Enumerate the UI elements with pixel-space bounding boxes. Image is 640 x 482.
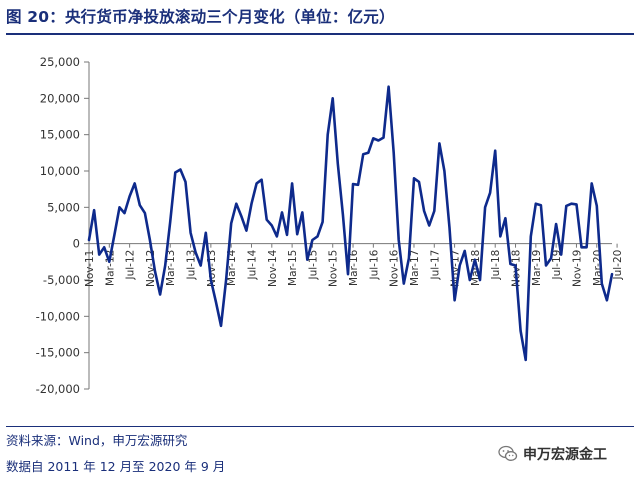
x-tick-label: Mar-19 bbox=[531, 250, 543, 286]
source-note: 资料来源：Wind，申万宏源研究 bbox=[6, 433, 188, 448]
x-axis: Nov-11 Mar-12 Jul-12 Nov-12 Mar-13 Jul-13 Nov-… bbox=[84, 243, 624, 287]
x-tick-label: Mar-15 bbox=[287, 250, 299, 286]
x-tick-label: Jul-12 bbox=[125, 250, 137, 281]
series-line bbox=[87, 85, 614, 362]
y-axis: -20,000 -15,000 -10,000 -5,000 0 5,000 10,000 1… bbox=[36, 55, 90, 396]
watermark-text: 申万宏源金工 bbox=[523, 447, 607, 463]
y-tick-label: -10,000 bbox=[36, 309, 80, 323]
x-tick-label: Nov-16 bbox=[389, 249, 401, 287]
x-tick-label: Jul-16 bbox=[368, 249, 380, 280]
x-tick-label: Jul-13 bbox=[186, 250, 198, 281]
y-tick-label: 0 bbox=[73, 237, 80, 251]
y-tick-label: 25,000 bbox=[40, 55, 80, 69]
y-tick-label: -20,000 bbox=[36, 382, 80, 396]
x-tick-label: Nov-11 bbox=[84, 250, 96, 287]
x-tick-label: Jul-18 bbox=[490, 250, 502, 281]
x-tick-label: Nov-14 bbox=[267, 249, 279, 287]
x-tick-label: Mar-13 bbox=[165, 250, 177, 286]
x-tick-label: Mar-17 bbox=[409, 250, 421, 286]
x-tick-label: Mar-16 bbox=[348, 249, 360, 286]
wechat-icon bbox=[498, 445, 518, 461]
x-tick-label: Jul-14 bbox=[246, 249, 258, 280]
plot-area bbox=[87, 85, 614, 362]
y-tick-label: 15,000 bbox=[40, 128, 80, 142]
x-tick-label: Nov-19 bbox=[571, 250, 583, 287]
x-tick-label: Jul-17 bbox=[429, 250, 441, 281]
x-tick-label: Jul-20 bbox=[612, 250, 624, 281]
x-tick-label: Nov-15 bbox=[328, 250, 340, 287]
y-tick-label: -15,000 bbox=[36, 346, 80, 360]
y-tick-label: 10,000 bbox=[40, 164, 80, 178]
x-tick-label: Jul-15 bbox=[307, 250, 319, 281]
title-divider bbox=[6, 33, 634, 35]
date-range-note: 数据自 2011 年 12 月至 2020 年 9 月 bbox=[6, 459, 226, 474]
line-chart: -20,000 -15,000 -10,000 -5,000 0 5,000 10,000 1… bbox=[36, 55, 624, 396]
chart-title: 图 20：央行货币净投放滚动三个月变化（单位：亿元） bbox=[6, 8, 395, 26]
watermark: 申万宏源金工 bbox=[498, 444, 607, 464]
y-tick-label: 5,000 bbox=[47, 200, 80, 214]
x-tick-label: Jul-19 bbox=[551, 250, 563, 281]
footer-divider bbox=[6, 426, 634, 427]
y-tick-label: 20,000 bbox=[40, 91, 80, 105]
y-tick-label: -5,000 bbox=[43, 273, 80, 287]
